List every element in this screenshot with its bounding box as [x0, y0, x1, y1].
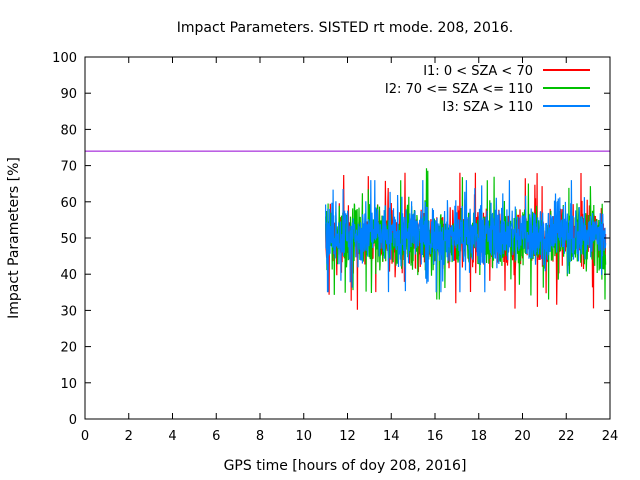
y-tick-label: 50 — [60, 232, 77, 247]
x-tick-label: 12 — [339, 429, 356, 444]
legend: I1: 0 < SZA < 70 I2: 70 <= SZA <= 110 I3: … — [385, 64, 590, 115]
x-tick-label: 2 — [125, 429, 133, 444]
y-tick-label: 20 — [60, 341, 77, 356]
x-tick-label: 22 — [558, 429, 575, 444]
y-tick-label: 80 — [60, 123, 77, 138]
axis-ticks: 0 2 4 6 8 10 12 14 16 18 20 22 240102030405060708090… — [52, 51, 618, 444]
series-layer — [325, 168, 607, 310]
x-tick-label: 20 — [514, 429, 531, 444]
x-axis-label: GPS time [hours of doy 208, 2016] — [224, 458, 467, 474]
x-tick-label: 16 — [427, 429, 444, 444]
legend-label-1: I1: 0 < SZA < 70 — [423, 64, 533, 79]
y-tick-label: 60 — [60, 196, 77, 211]
x-tick-label: 14 — [383, 429, 400, 444]
x-tick-label: 18 — [470, 429, 487, 444]
y-tick-label: 0 — [69, 413, 77, 428]
x-tick-label: 24 — [602, 429, 619, 444]
y-tick-label: 70 — [60, 160, 77, 175]
y-axis-label: Impact Parameters [%] — [6, 157, 22, 319]
y-tick-label: 40 — [60, 268, 77, 283]
y-tick-label: 90 — [60, 87, 77, 102]
x-tick-label: 6 — [212, 429, 220, 444]
y-tick-label: 10 — [60, 377, 77, 392]
x-tick-label: 8 — [256, 429, 264, 444]
chart-title: Impact Parameters. SISTED rt mode. 208, … — [177, 20, 513, 36]
x-tick-label: 4 — [168, 429, 176, 444]
x-tick-label: 0 — [81, 429, 89, 444]
x-tick-label: 10 — [295, 429, 312, 444]
series-line-3 — [325, 180, 607, 293]
y-tick-label: 30 — [60, 304, 77, 319]
y-tick-label: 100 — [52, 51, 77, 66]
legend-label-3: I3: SZA > 110 — [442, 100, 533, 115]
legend-label-2: I2: 70 <= SZA <= 110 — [385, 82, 533, 97]
